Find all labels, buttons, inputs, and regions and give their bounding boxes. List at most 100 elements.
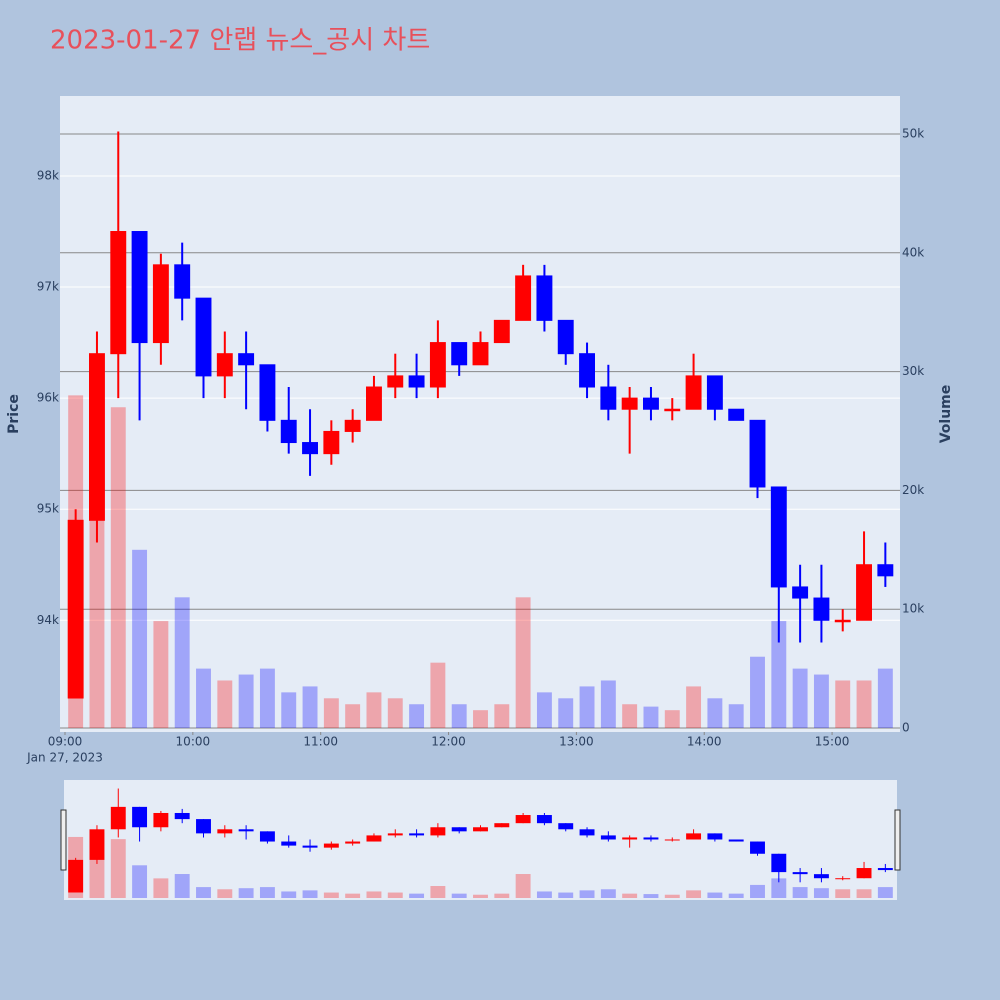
x-tick-label: 14:00 [687, 735, 722, 749]
volume-bar [451, 704, 467, 728]
slider-candle-body [473, 827, 488, 832]
slider-candle-body [536, 815, 552, 824]
volume-bar [686, 686, 702, 728]
slider-candle-body [409, 833, 425, 836]
slider-handle[interactable] [894, 809, 901, 871]
candle-body [89, 353, 105, 521]
slider-volume-bar [110, 839, 126, 898]
slider-volume-bar [600, 889, 616, 898]
slider-volume-bar [281, 891, 297, 898]
slider-candle-body [217, 829, 233, 834]
y-axis-title: Price [6, 394, 22, 434]
y2-tick-label: 40k [902, 245, 924, 259]
slider-candle-body [835, 878, 851, 880]
slider-volume-bar [238, 888, 254, 898]
volume-bar [771, 621, 787, 728]
y-tick-label: 96k [37, 391, 59, 405]
slider-volume-bar [515, 874, 531, 898]
slider-volume-bar [409, 893, 425, 898]
slider-volume-bar [196, 887, 211, 898]
slider-volume-bar [217, 889, 233, 898]
slider-volume-bar [387, 892, 403, 898]
volume-bar [664, 710, 680, 728]
candle-body [493, 319, 510, 344]
slider-candle-body [110, 806, 126, 830]
slider-candle-body [813, 874, 829, 879]
y2-tick-label: 20k [902, 483, 924, 497]
candle-body [770, 486, 787, 588]
slider-volume-bar [707, 892, 723, 898]
slider-candle-body [387, 833, 403, 836]
slider-candle-body [600, 835, 616, 840]
slider-candle-body [238, 829, 254, 832]
y2-tick-label: 10k [902, 602, 924, 616]
x-date-label: Jan 27, 2023 [26, 751, 103, 765]
x-tick-label: 13:00 [559, 735, 594, 749]
volume-bar [302, 686, 318, 728]
slider-volume-bar [622, 893, 638, 898]
slider-candle-body [281, 841, 297, 846]
y-tick-label: 98k [37, 168, 59, 182]
candle-body [429, 342, 446, 388]
slider-volume-bar [856, 889, 872, 898]
slider-candle-body [664, 839, 680, 841]
slider-candle-body [345, 841, 361, 844]
slider-candle-body [686, 833, 702, 840]
volume-bar [238, 674, 254, 728]
candle-body [621, 397, 638, 410]
candle-body [728, 408, 745, 421]
volume-bar [750, 656, 765, 728]
volume-bar [387, 698, 403, 728]
volume-bar [622, 704, 638, 728]
slider-candle-body [877, 868, 893, 871]
y-tick-label: 97k [37, 280, 59, 294]
slider-handle[interactable] [60, 809, 67, 871]
slider-candle-body [259, 831, 275, 842]
slider-candle-body [728, 839, 744, 842]
candle-body [834, 619, 851, 623]
candle-body [579, 353, 595, 388]
slider-candle-body [707, 833, 723, 840]
volume-bar [259, 668, 275, 728]
slider-volume-bar [323, 892, 339, 898]
slider-candle-body [792, 872, 808, 875]
x-tick-label: 09:00 [48, 735, 83, 749]
volume-bar [174, 597, 190, 728]
slider-volume-bar [771, 878, 787, 898]
y2-tick-label: 0 [902, 721, 910, 735]
x-tick-label: 15:00 [815, 735, 850, 749]
y-tick-label: 94k [37, 613, 59, 627]
candle-body [67, 519, 84, 699]
volume-bar [473, 710, 488, 728]
slider-volume-bar [750, 884, 765, 898]
slider-volume-bar [835, 889, 851, 898]
slider-candle-body [643, 837, 659, 840]
range-slider[interactable] [64, 780, 897, 900]
plot-area [60, 96, 900, 732]
slider-candle-body [856, 868, 872, 879]
volume-bar [153, 621, 169, 728]
volume-bar [813, 674, 829, 728]
candle-body [110, 231, 127, 355]
candle-body [749, 419, 766, 488]
volume-bar [366, 692, 382, 728]
slider-volume-bar [174, 874, 190, 898]
slider-candle-body [622, 837, 638, 840]
candle-body [792, 586, 809, 599]
slider-candle-body [132, 806, 148, 828]
slider-candle-body [515, 815, 531, 824]
slider-volume-bar [643, 894, 659, 898]
slider-candle-body [558, 823, 574, 830]
slider-candle-body [451, 827, 467, 832]
slider-volume-bar [366, 891, 382, 898]
volume-bar [281, 692, 297, 728]
candle-body [515, 275, 532, 321]
candle-body [131, 231, 148, 344]
slider-volume-bar [451, 893, 467, 898]
candle-body [238, 353, 255, 366]
volume-bar [792, 668, 808, 728]
volume-bar [323, 698, 339, 728]
slider-candle-body [366, 835, 382, 842]
slider-candle-body [153, 812, 169, 828]
candle-body [856, 564, 872, 621]
